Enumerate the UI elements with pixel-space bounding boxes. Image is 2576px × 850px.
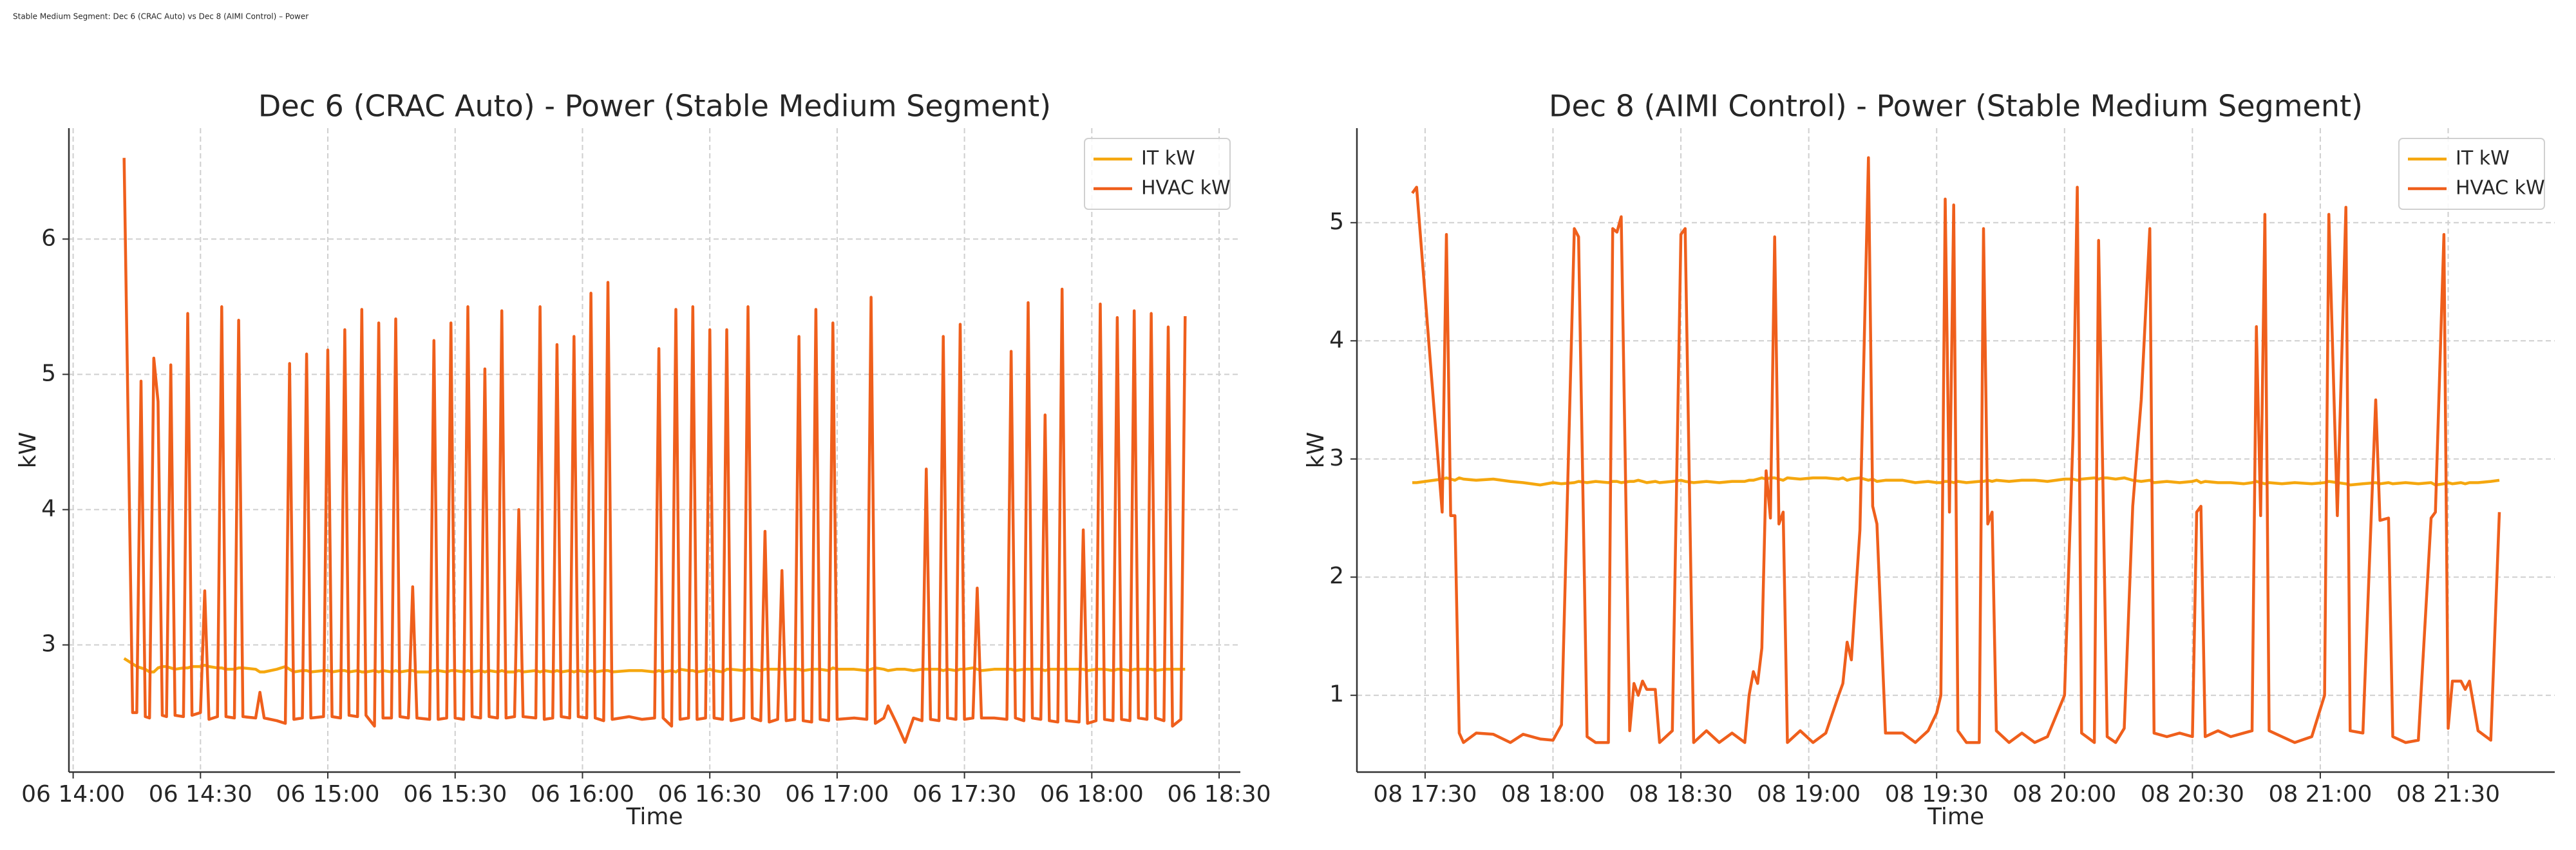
x-tick-label: 06 14:30 — [149, 781, 252, 808]
y-tick-label: 3 — [41, 631, 56, 657]
x-tick-label: 08 17:30 — [1373, 781, 1477, 808]
x-tick-label: 08 20:00 — [2012, 781, 2116, 808]
x-tick-label: 06 17:00 — [785, 781, 889, 808]
y-tick-label: 5 — [41, 360, 56, 386]
series-line — [123, 657, 1186, 674]
x-tick-label: 06 14:00 — [21, 781, 125, 808]
y-tick-label: 5 — [1329, 209, 1344, 235]
y-tick-label: 2 — [1329, 563, 1344, 589]
y-axis-label: kW — [15, 432, 41, 468]
chart-title: Dec 6 (CRAC Auto) - Power (Stable Medium… — [258, 89, 1051, 124]
x-tick-label: 06 16:30 — [658, 781, 762, 808]
legend-label: IT kW — [2456, 147, 2510, 170]
chart-title: Dec 8 (AIMI Control) - Power (Stable Med… — [1549, 89, 2363, 124]
x-tick-label: 06 18:30 — [1168, 781, 1271, 808]
y-tick-label: 4 — [41, 495, 56, 522]
legend-label: HVAC kW — [1141, 177, 1231, 200]
legend-box — [1084, 138, 1231, 210]
series-line — [1411, 156, 2501, 744]
y-tick-label: 1 — [1329, 681, 1344, 708]
x-tick-label: 08 18:30 — [1629, 781, 1733, 808]
figure-title: Stable Medium Segment: Dec 6 (CRAC Auto)… — [13, 12, 308, 21]
x-tick-label: 08 21:30 — [2396, 781, 2500, 808]
x-tick-label: 06 15:30 — [403, 781, 507, 808]
legend-label: IT kW — [1141, 147, 1195, 170]
legend-box — [2398, 138, 2545, 210]
y-tick-label: 4 — [1329, 326, 1344, 353]
x-tick-label: 06 15:00 — [276, 781, 380, 808]
x-tick-label: 08 19:00 — [1757, 781, 1861, 808]
y-tick-label: 3 — [1329, 445, 1344, 471]
x-tick-label: 06 18:00 — [1040, 781, 1144, 808]
x-tick-label: 08 21:00 — [2268, 781, 2372, 808]
x-tick-label: 06 16:00 — [531, 781, 634, 808]
y-axis-label: kW — [1303, 432, 1329, 468]
x-tick-label: 08 20:30 — [2141, 781, 2244, 808]
x-tick-label: 08 18:00 — [1501, 781, 1605, 808]
x-axis-label: Time — [625, 804, 683, 830]
x-tick-label: 06 17:30 — [913, 781, 1016, 808]
x-tick-label: 08 19:30 — [1885, 781, 1989, 808]
legend-label: HVAC kW — [2456, 177, 2545, 200]
x-axis-label: Time — [1927, 804, 1984, 830]
series-line — [122, 158, 1187, 744]
y-tick-label: 6 — [41, 225, 56, 251]
